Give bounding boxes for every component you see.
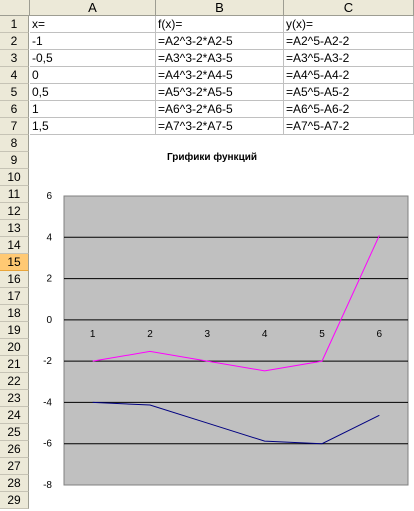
- cell-b5[interactable]: =A5^3-2*A5-5: [156, 84, 284, 101]
- cell-c7[interactable]: =A7^5-A7-2: [284, 118, 414, 135]
- row-header-12[interactable]: 12: [0, 203, 29, 220]
- x-tick-label: 2: [147, 329, 153, 340]
- series-line-2[interactable]: [92, 235, 380, 372]
- column-header-row: A B C: [0, 0, 414, 16]
- select-all-corner[interactable]: [0, 0, 30, 16]
- row-header-23[interactable]: 23: [0, 390, 29, 407]
- cell-b3[interactable]: =A3^3-2*A3-5: [156, 50, 284, 67]
- row-header-8[interactable]: 8: [0, 135, 29, 152]
- column-header-c[interactable]: C: [284, 0, 414, 16]
- row-header-6[interactable]: 6: [0, 101, 29, 118]
- row-header-26[interactable]: 26: [0, 441, 29, 458]
- row-header-7[interactable]: 7: [0, 118, 29, 135]
- x-tick-label: 1: [90, 329, 96, 340]
- row-header-13[interactable]: 13: [0, 220, 29, 237]
- row-header-25[interactable]: 25: [0, 424, 29, 441]
- row-header-9[interactable]: 9: [0, 152, 29, 169]
- cell-a1[interactable]: x=: [30, 16, 156, 33]
- x-tick-label: 5: [319, 329, 325, 340]
- row-header-11[interactable]: 11: [0, 186, 29, 203]
- cell-c2[interactable]: =A2^5-A2-2: [284, 33, 414, 50]
- chart-title: Грифики функций: [167, 151, 257, 163]
- series-line-1[interactable]: [92, 401, 380, 445]
- x-tick-label: 4: [262, 329, 268, 340]
- row-header-28[interactable]: 28: [0, 475, 29, 492]
- row-header-15[interactable]: 15: [0, 254, 29, 271]
- row-header-19[interactable]: 19: [0, 322, 29, 339]
- row-header-29[interactable]: 29: [0, 492, 29, 509]
- row-header-21[interactable]: 21: [0, 356, 29, 373]
- row-header-14[interactable]: 14: [0, 237, 29, 254]
- cell-b2[interactable]: =A2^3-2*A2-5: [156, 33, 284, 50]
- x-tick-label: 3: [205, 329, 211, 340]
- cell-a4[interactable]: 0: [30, 67, 156, 84]
- chart-area[interactable]: 6 4 2 0 -2 -4 -6 -8 1 2 3 4 5 6 Грифики функций: [30, 136, 414, 511]
- row-header-18[interactable]: 18: [0, 305, 29, 322]
- row-header-24[interactable]: 24: [0, 407, 29, 424]
- cell-a2[interactable]: -1: [30, 33, 156, 50]
- cell-a5[interactable]: 0,5: [30, 84, 156, 101]
- row-header-27[interactable]: 27: [0, 458, 29, 475]
- y-tick-label: 4: [46, 232, 52, 243]
- cell-c3[interactable]: =A3^5-A3-2: [284, 50, 414, 67]
- row-header-5[interactable]: 5: [0, 84, 29, 101]
- cell-c6[interactable]: =A6^5-A6-2: [284, 101, 414, 118]
- cell-c4[interactable]: =A4^5-A4-2: [284, 67, 414, 84]
- y-tick-label: -6: [43, 439, 52, 450]
- plot-area[interactable]: [63, 195, 409, 486]
- y-tick-label: 0: [46, 315, 52, 326]
- cell-b6[interactable]: =A6^3-2*A6-5: [156, 101, 284, 118]
- cell-a6[interactable]: 1: [30, 101, 156, 118]
- row-header-16[interactable]: 16: [0, 271, 29, 288]
- cell-b4[interactable]: =A4^3-2*A4-5: [156, 67, 284, 84]
- row-header-2[interactable]: 2: [0, 33, 29, 50]
- row-header-17[interactable]: 17: [0, 288, 29, 305]
- y-tick-label: -4: [43, 397, 52, 408]
- row-header-4[interactable]: 4: [0, 67, 29, 84]
- column-header-b[interactable]: B: [156, 0, 284, 16]
- row-header-20[interactable]: 20: [0, 339, 29, 356]
- row-header-22[interactable]: 22: [0, 373, 29, 390]
- cell-c1[interactable]: y(x)=: [284, 16, 414, 33]
- y-tick-label: 2: [46, 274, 52, 285]
- y-tick-label: 6: [46, 191, 52, 202]
- cell-c5[interactable]: =A5^5-A5-2: [284, 84, 414, 101]
- row-header-3[interactable]: 3: [0, 50, 29, 67]
- cell-b1[interactable]: f(x)=: [156, 16, 284, 33]
- y-tick-label: -2: [43, 356, 52, 367]
- y-tick-label: -8: [43, 480, 52, 491]
- row-header-10[interactable]: 10: [0, 169, 29, 186]
- cell-b7[interactable]: =A7^3-2*A7-5: [156, 118, 284, 135]
- line-chart[interactable]: 6 4 2 0 -2 -4 -6 -8 1 2 3 4 5 6 Грифики функций: [30, 136, 414, 511]
- cell-a7[interactable]: 1,5: [30, 118, 156, 135]
- cell-a3[interactable]: -0,5: [30, 50, 156, 67]
- x-tick-label: 6: [377, 329, 383, 340]
- column-header-a[interactable]: A: [30, 0, 156, 16]
- row-header-1[interactable]: 1: [0, 16, 29, 33]
